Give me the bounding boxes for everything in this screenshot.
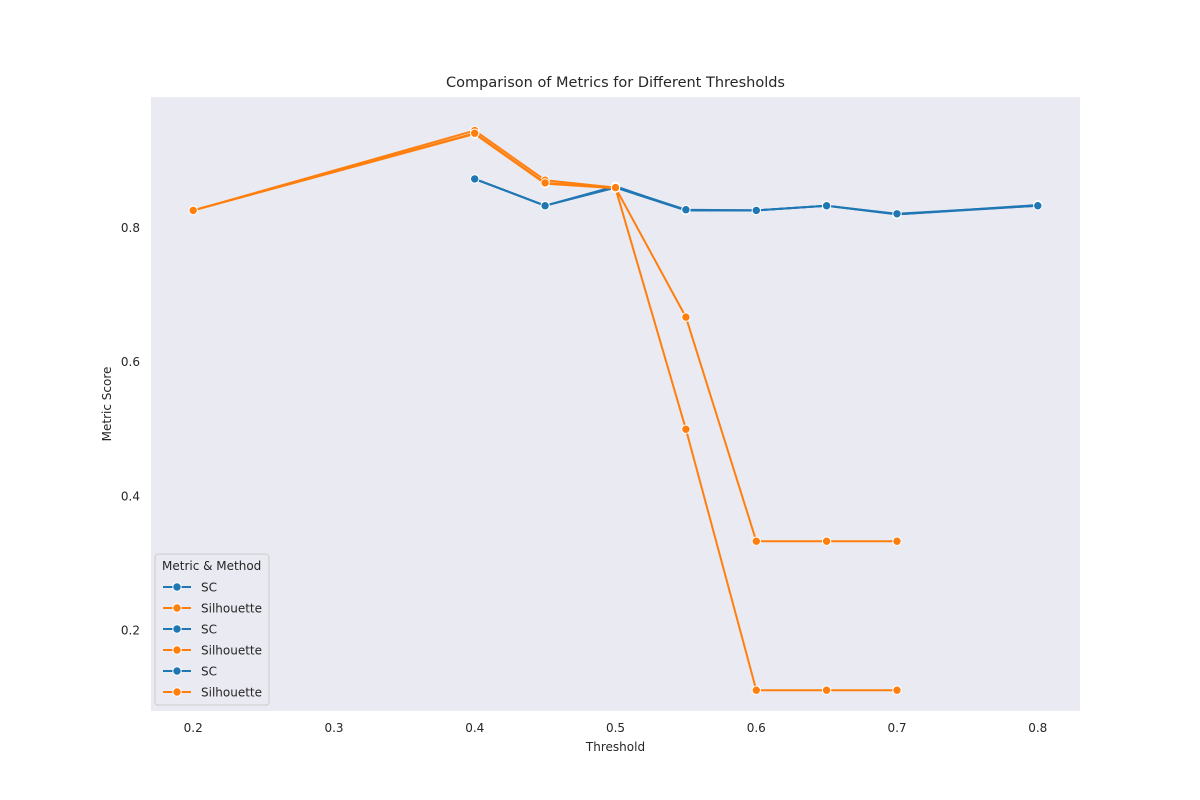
data-point-silhouette	[751, 685, 761, 695]
y-tick-label: 0.8	[121, 221, 140, 235]
data-point-silhouette	[188, 205, 198, 216]
legend: Metric & Method SC Silhouette SC Silhouette…	[154, 553, 270, 706]
legend-label: Silhouette	[201, 644, 262, 658]
legend-label: SC	[201, 665, 217, 679]
plot-area	[151, 97, 1080, 711]
legend-label: SC	[201, 581, 217, 595]
data-point-silhouette	[751, 536, 761, 546]
data-point-sc	[540, 201, 550, 211]
legend-marker	[172, 687, 182, 697]
data-point-silhouette	[681, 312, 691, 322]
legend-label: Silhouette	[201, 686, 262, 700]
data-point-silhouette	[892, 685, 902, 695]
series-silhouette-5	[188, 128, 621, 216]
data-point-sc	[681, 205, 691, 215]
legend-marker	[172, 582, 182, 592]
legend-entry: Silhouette	[163, 686, 262, 700]
chart-title: Comparison of Metrics for Different Thre…	[446, 75, 785, 91]
legend-label: SC	[201, 623, 217, 637]
legend-entry: SC	[163, 665, 217, 679]
y-tick-label: 0.4	[121, 489, 140, 503]
series-layer	[188, 125, 1043, 695]
legend-entry: SC	[163, 581, 217, 595]
data-point-silhouette	[821, 536, 832, 546]
data-point-silhouette	[470, 128, 480, 138]
x-axis-label: Threshold	[585, 740, 645, 754]
legend-marker	[172, 624, 182, 634]
x-tick-labels: 0.2 0.3 0.4 0.5 0.6 0.7 0.8	[184, 721, 1048, 735]
data-point-sc	[821, 201, 832, 211]
series-line-silhouette	[192, 129, 898, 543]
series-line-silhouette	[192, 132, 617, 212]
x-tick-label: 0.3	[324, 721, 343, 735]
x-tick-label: 0.2	[184, 721, 203, 735]
series-line-sc	[473, 177, 1039, 215]
y-tick-label: 0.6	[121, 355, 140, 369]
data-point-sc	[751, 205, 761, 216]
legend-entry: Silhouette	[163, 644, 262, 658]
data-point-silhouette	[681, 424, 691, 434]
y-tick-labels: 0.2 0.4 0.6 0.8	[121, 221, 140, 638]
legend-title: Metric & Method	[162, 559, 261, 573]
legend-marker	[172, 666, 182, 676]
y-tick-label: 0.2	[121, 623, 140, 637]
legend-entry: Silhouette	[163, 602, 262, 616]
legend-entry: SC	[163, 623, 217, 637]
legend-label: Silhouette	[201, 602, 262, 616]
legend-marker	[172, 603, 182, 613]
y-axis-label: Metric Score	[100, 367, 114, 442]
data-point-sc	[470, 174, 480, 184]
data-point-silhouette	[821, 685, 832, 695]
x-tick-label: 0.4	[465, 721, 484, 735]
x-tick-label: 0.7	[887, 721, 906, 735]
x-tick-label: 0.8	[1028, 721, 1047, 735]
data-point-silhouette	[610, 182, 621, 193]
data-point-sc	[1033, 201, 1043, 211]
data-point-silhouette	[892, 536, 902, 546]
legend-marker	[172, 645, 182, 655]
legend-entries: SC Silhouette SC Silhouette SC Silhouette	[163, 581, 262, 700]
data-point-sc	[892, 209, 902, 219]
data-point-silhouette	[540, 178, 550, 188]
x-tick-label: 0.6	[747, 721, 766, 735]
x-tick-label: 0.5	[606, 721, 625, 735]
legend-box	[154, 553, 270, 706]
